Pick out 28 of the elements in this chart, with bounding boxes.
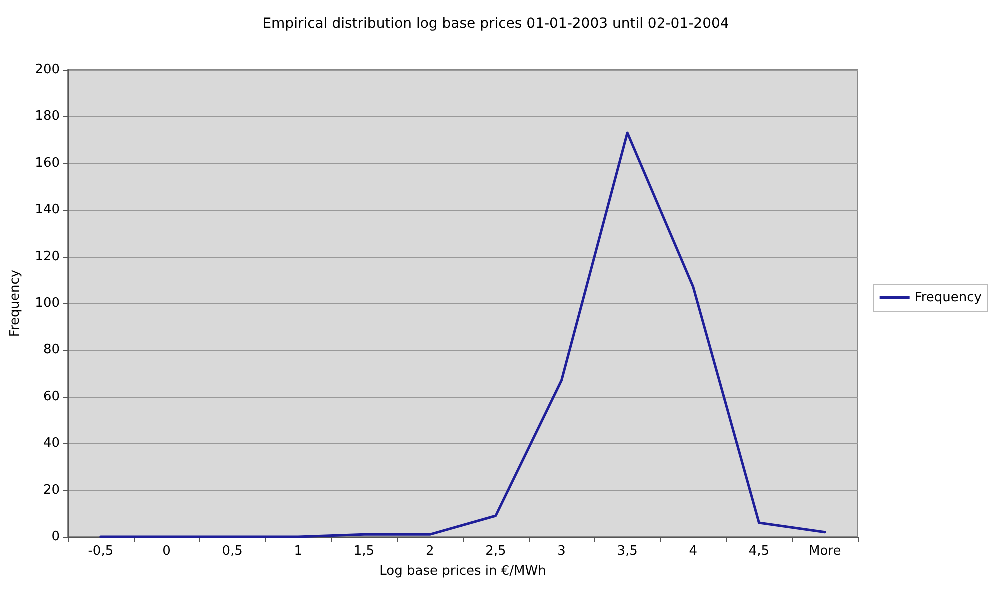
legend-label: Frequency [914, 290, 982, 306]
line-series [100, 132, 826, 538]
y-tick-label: 200 [35, 62, 60, 78]
x-tick-label: 0,5 [222, 544, 243, 559]
x-tick-label: 1,5 [354, 544, 375, 559]
x-tick-label: More [808, 544, 842, 559]
y-tick-label: 100 [35, 296, 60, 311]
y-tick-label: 120 [35, 249, 60, 264]
y-tick-label: 80 [43, 342, 60, 358]
y-tick-label: 140 [35, 202, 60, 218]
y-axis-title: Frequency [8, 270, 23, 338]
x-tick-label: 3,5 [617, 544, 638, 559]
chart-title: Empirical distribution log base prices 01-01-2003 until 02-01-2004 [262, 16, 730, 32]
x-tick-label: 1 [294, 544, 303, 559]
x-axis-title: Log base prices in €/MWh [380, 564, 546, 579]
x-tick-label: -0,5 [88, 544, 114, 559]
x-tick-label: 2 [426, 544, 434, 559]
x-tick-label: 4 [689, 544, 698, 559]
y-tick-label: 160 [35, 156, 60, 171]
y-tick-label: 180 [35, 109, 60, 124]
y-tick-label: 0 [52, 530, 60, 544]
y-tick-label: 20 [43, 482, 60, 498]
x-tick-label: 4,5 [748, 544, 770, 559]
y-tick-label: 40 [43, 436, 60, 452]
y-tick-label: 60 [43, 389, 60, 404]
x-tick-label: 3 [558, 544, 566, 559]
x-tick-label: 0 [162, 544, 171, 559]
x-tick-label: 2,5 [486, 544, 506, 559]
